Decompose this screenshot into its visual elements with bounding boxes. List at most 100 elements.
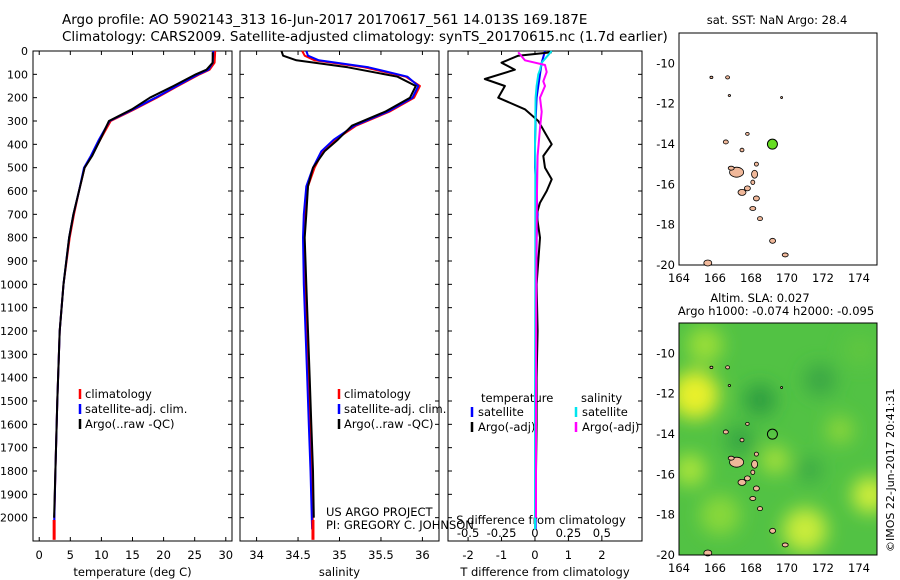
figure-title-line2: Climatology: CARS2009. Satellite-adjuste… <box>62 29 668 45</box>
x-axis-label: temperature (deg C) <box>73 565 191 579</box>
map-y-tick-label: -14 <box>656 137 675 151</box>
legend-entry: satellite <box>478 405 524 419</box>
depth-tick-label: 0 <box>21 45 28 58</box>
depth-tick-label: 600 <box>7 185 28 198</box>
x-tick-label: 5 <box>67 548 74 562</box>
sla-map-title: Altim. SLA: 0.027 <box>710 291 809 305</box>
x-tick-label: 30 <box>218 548 233 562</box>
map-x-tick-label: 166 <box>704 271 726 285</box>
map-x-tick-label: 166 <box>704 561 726 575</box>
sla-map-frame <box>678 322 878 556</box>
depth-tick-label: 800 <box>7 232 28 245</box>
island-shape <box>754 161 759 167</box>
x-tick-label: 0 <box>531 548 538 562</box>
island-shape <box>749 496 757 501</box>
depth-tick-label: 1800 <box>0 465 28 478</box>
series-line-2-1 <box>483 51 553 518</box>
map-y-tick-label: -10 <box>656 346 675 360</box>
depth-tick-label: 1900 <box>0 488 28 501</box>
salinity-plot-frame <box>239 50 440 542</box>
island-shape <box>739 147 745 153</box>
x-tick-label: 25 <box>187 548 202 562</box>
map-x-tick-label: 170 <box>776 561 798 575</box>
island-shape <box>727 165 735 171</box>
legend-entry: satellite-adj. clim. <box>344 402 446 416</box>
depth-tick-label: 700 <box>7 208 28 221</box>
x-tick-label: 34 <box>249 548 264 562</box>
depth-tick-label: 1500 <box>0 395 28 408</box>
legend-entry: satellite-adj. clim. <box>85 402 187 416</box>
map-y-tick-label: -20 <box>656 258 675 272</box>
x-tick-label: -2 <box>462 548 473 562</box>
x-tick-label: -1 <box>496 548 507 562</box>
map-y-tick-label: -14 <box>656 427 675 441</box>
depth-tick-label: 100 <box>7 68 28 81</box>
depth-tick-label: 300 <box>7 115 28 128</box>
map-x-tick-label: 172 <box>812 561 834 575</box>
map-x-tick-label: 168 <box>740 271 762 285</box>
legend-title: salinity <box>581 391 622 405</box>
secondary-tick-label: -0.25 <box>487 526 517 540</box>
island-shape <box>727 384 732 387</box>
sst-map-frame <box>678 32 878 266</box>
depth-tick-label: 1700 <box>0 442 28 455</box>
island-shape <box>722 429 729 435</box>
island-shape <box>727 94 732 97</box>
map-x-tick-label: 168 <box>740 561 762 575</box>
legend-entry: climatology <box>344 387 411 401</box>
island-shape <box>739 437 745 443</box>
island-shape <box>744 185 751 192</box>
secondary-axis-label: S difference from climatology <box>456 513 626 527</box>
depth-tick-label: 500 <box>7 162 28 175</box>
map-y-tick-label: -20 <box>656 548 675 562</box>
legend-entry: climatology <box>85 387 152 401</box>
x-axis-label: salinity <box>319 565 360 579</box>
depth-tick-label: 900 <box>7 255 28 268</box>
map-y-tick-label: -12 <box>656 387 675 401</box>
sla-map-islands <box>703 365 789 557</box>
island-shape <box>751 169 758 179</box>
depth-tick-label: 1300 <box>0 348 28 361</box>
series-line-1-1 <box>302 50 420 530</box>
x-tick-label: 0 <box>36 548 43 562</box>
island-shape <box>725 365 730 370</box>
island-shape <box>703 259 713 267</box>
depth-tick-label: 1200 <box>0 325 28 338</box>
x-tick-label: 34.5 <box>285 548 311 562</box>
legend-title: temperature <box>481 391 553 405</box>
island-shape <box>749 206 757 211</box>
island-shape <box>757 506 763 512</box>
difference-plot-frame <box>447 50 643 542</box>
sst-map-title: sat. SST: NaN Argo: 28.4 <box>707 13 848 27</box>
island-shape <box>753 485 760 492</box>
map-x-tick-label: 164 <box>668 561 690 575</box>
depth-tick-label: 1600 <box>0 418 28 431</box>
imos-timestamp: ©IMOS 22-Jun-2017 20:41:31 <box>884 388 897 552</box>
x-tick-label: 15 <box>125 548 140 562</box>
secondary-tick-label: -0.5 <box>457 526 479 540</box>
island-shape <box>781 252 789 258</box>
map-x-tick-label: 174 <box>848 271 870 285</box>
depth-tick-label: 400 <box>7 138 28 151</box>
figure-title-line1: Argo profile: AO 5902143_313 16-Jun-2017… <box>62 12 588 28</box>
map-y-tick-label: -16 <box>656 467 675 481</box>
island-shape <box>703 549 713 557</box>
island-shape <box>727 455 735 461</box>
map-y-tick-label: -16 <box>656 177 675 191</box>
map-x-tick-label: 170 <box>776 271 798 285</box>
island-shape <box>737 188 747 196</box>
map-y-tick-label: -18 <box>656 218 675 232</box>
series-line-1-2 <box>280 50 417 518</box>
map-x-tick-label: 172 <box>812 271 834 285</box>
map-y-tick-label: -10 <box>656 56 675 70</box>
depth-tick-label: 1400 <box>0 372 28 385</box>
x-tick-label: 20 <box>156 548 171 562</box>
island-shape <box>709 365 714 369</box>
map-x-tick-label: 164 <box>668 271 690 285</box>
map-x-tick-label: 174 <box>848 561 870 575</box>
sst-map-islands <box>703 75 789 267</box>
map-y-tick-label: -18 <box>656 508 675 522</box>
island-shape <box>737 478 747 486</box>
x-tick-label: 35 <box>332 548 347 562</box>
secondary-tick-label: 0.5 <box>593 526 611 540</box>
